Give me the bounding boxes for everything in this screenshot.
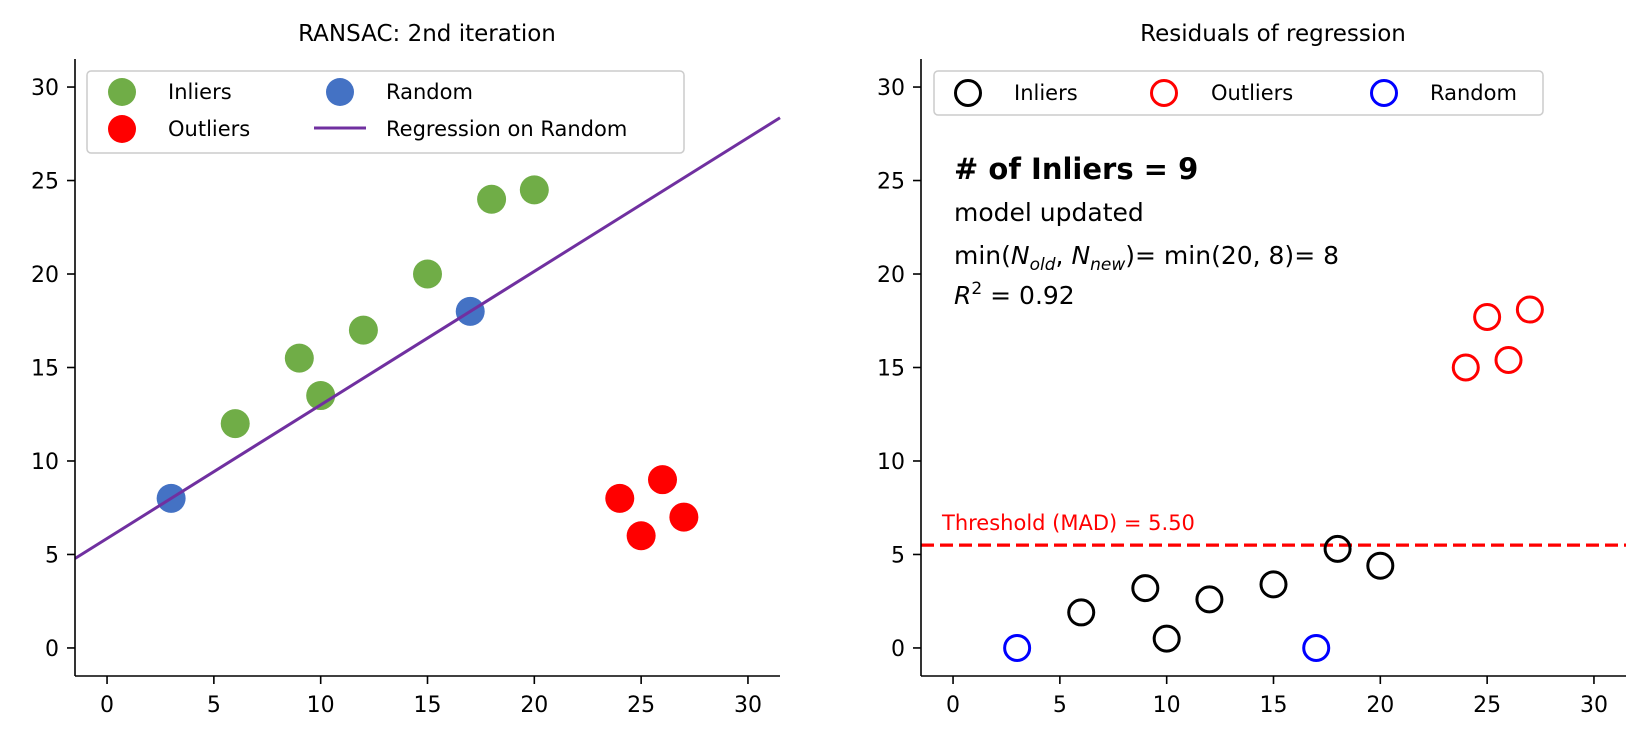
- legend-inliers-marker: [108, 78, 136, 106]
- left-x-tick-label: 5: [207, 693, 221, 718]
- n-new-symbol: N: [1071, 241, 1090, 270]
- left-point-outliers: [669, 502, 699, 532]
- left-point-inliers: [413, 259, 442, 289]
- left-chart-title: RANSAC: 2nd iteration: [298, 21, 556, 47]
- right-y-tick-label: 5: [891, 543, 905, 568]
- right-y-tick-label: 0: [891, 637, 905, 662]
- legend-res-inliers-label: Inliers: [1014, 81, 1078, 105]
- right-chart: Residuals of regression 0 5 10 15 20 25 30 0 5 10…: [877, 21, 1626, 718]
- left-point-inliers: [348, 315, 378, 345]
- left-point-inliers: [284, 343, 314, 373]
- left-point-outliers: [605, 483, 635, 513]
- formula-comma: ,: [1056, 241, 1072, 270]
- left-point-inliers: [519, 175, 549, 205]
- n-old-symbol: N: [1011, 241, 1030, 270]
- right-chart-marks: [921, 295, 1626, 662]
- right-y-tick-label: 20: [877, 263, 905, 288]
- left-y-tick-label: 0: [45, 637, 59, 662]
- inliers-count-text: # of Inliers = 9: [954, 152, 1198, 186]
- right-y-tick-label: 10: [877, 450, 905, 475]
- right-y-tick-label: 25: [877, 170, 905, 195]
- legend-inliers-label: Inliers: [168, 80, 232, 104]
- n-old-subscript: old: [1030, 255, 1056, 275]
- legend-random-label: Random: [386, 80, 473, 104]
- left-x-tick-label: 10: [307, 693, 335, 718]
- n-new-subscript: new: [1090, 255, 1125, 275]
- left-chart-ticks: 0 5 10 15 20 25 30 0 5 10 15 20 25 30: [31, 76, 762, 718]
- right-point-inliers: [1067, 598, 1096, 627]
- right-point-outliers: [1515, 295, 1544, 324]
- right-x-tick-label: 10: [1153, 693, 1181, 718]
- left-legend: Inliers Outliers Random Regression on Ra…: [86, 70, 685, 154]
- left-point-outliers: [626, 521, 656, 551]
- r2-value: = 0.92: [982, 281, 1075, 310]
- right-point-outliers: [1473, 303, 1502, 332]
- model-status-text: model updated: [954, 198, 1144, 227]
- left-y-tick-label: 15: [31, 357, 59, 382]
- left-x-tick-label: 25: [627, 693, 655, 718]
- right-x-tick-label: 20: [1366, 693, 1394, 718]
- legend-res-inliers-marker: [954, 79, 982, 107]
- right-x-tick-label: 25: [1473, 693, 1501, 718]
- right-x-tick-label: 5: [1053, 693, 1067, 718]
- right-chart-ticks: 0 5 10 15 20 25 30 0 5 10 15 20 25 30: [877, 76, 1608, 718]
- legend-res-outliers-marker: [1150, 79, 1178, 107]
- right-legend: Inliers Outliers Random: [933, 70, 1544, 116]
- right-x-tick-label: 0: [946, 693, 960, 718]
- right-point-outliers: [1494, 346, 1523, 375]
- right-x-tick-label: 15: [1260, 693, 1288, 718]
- left-y-tick-label: 20: [31, 263, 59, 288]
- legend-res-outliers-label: Outliers: [1211, 81, 1293, 105]
- right-annotations: # of Inliers = 9 model updated min(Nold,…: [954, 152, 1339, 310]
- left-x-tick-label: 20: [520, 693, 548, 718]
- right-chart-title: Residuals of regression: [1140, 21, 1406, 47]
- right-point-random: [1003, 633, 1032, 662]
- right-point-random: [1302, 633, 1331, 662]
- left-x-tick-label: 15: [414, 693, 442, 718]
- right-point-outliers: [1451, 353, 1480, 382]
- min-suffix: )= min(20, 8)= 8: [1125, 241, 1339, 270]
- min-prefix: min(: [954, 241, 1011, 270]
- legend-res-random-marker: [1370, 79, 1398, 107]
- left-y-tick-label: 10: [31, 450, 59, 475]
- left-legend-box: [86, 70, 685, 154]
- r2-superscript: 2: [971, 279, 982, 299]
- legend-outliers-marker: [108, 115, 136, 143]
- legend-res-random-label: Random: [1430, 81, 1517, 105]
- legend-random-marker: [326, 78, 354, 106]
- threshold-label: Threshold (MAD) = 5.50: [941, 511, 1195, 535]
- left-x-tick-label: 0: [100, 693, 114, 718]
- left-y-tick-label: 30: [31, 76, 59, 101]
- r2-symbol: R: [954, 281, 971, 310]
- left-y-tick-label: 25: [31, 170, 59, 195]
- min-formula-text: min(Nold, Nnew)= min(20, 8)= 8: [954, 241, 1339, 275]
- regression-line: [74, 116, 781, 560]
- left-y-tick-label: 5: [45, 543, 59, 568]
- right-point-inliers: [1131, 574, 1160, 603]
- r-squared-text: R2 = 0.92: [954, 279, 1075, 310]
- left-point-inliers: [220, 409, 250, 439]
- right-y-tick-label: 30: [877, 76, 905, 101]
- right-point-inliers: [1366, 551, 1395, 580]
- legend-regression-label: Regression on Random: [386, 117, 627, 141]
- right-point-inliers: [1323, 534, 1352, 563]
- right-point-inliers: [1259, 570, 1288, 599]
- left-point-outliers: [648, 465, 677, 495]
- right-x-tick-label: 30: [1580, 693, 1608, 718]
- legend-outliers-label: Outliers: [168, 117, 250, 141]
- right-point-inliers: [1195, 585, 1224, 614]
- right-y-tick-label: 15: [877, 357, 905, 382]
- left-point-inliers: [477, 184, 507, 214]
- left-x-tick-label: 30: [734, 693, 762, 718]
- left-point-inliers: [306, 381, 336, 411]
- right-point-inliers: [1152, 624, 1181, 653]
- left-chart-marks: [74, 116, 781, 560]
- left-chart: RANSAC: 2nd iteration 0 5 10 15 20 25 30 0 5 10 15…: [31, 21, 781, 718]
